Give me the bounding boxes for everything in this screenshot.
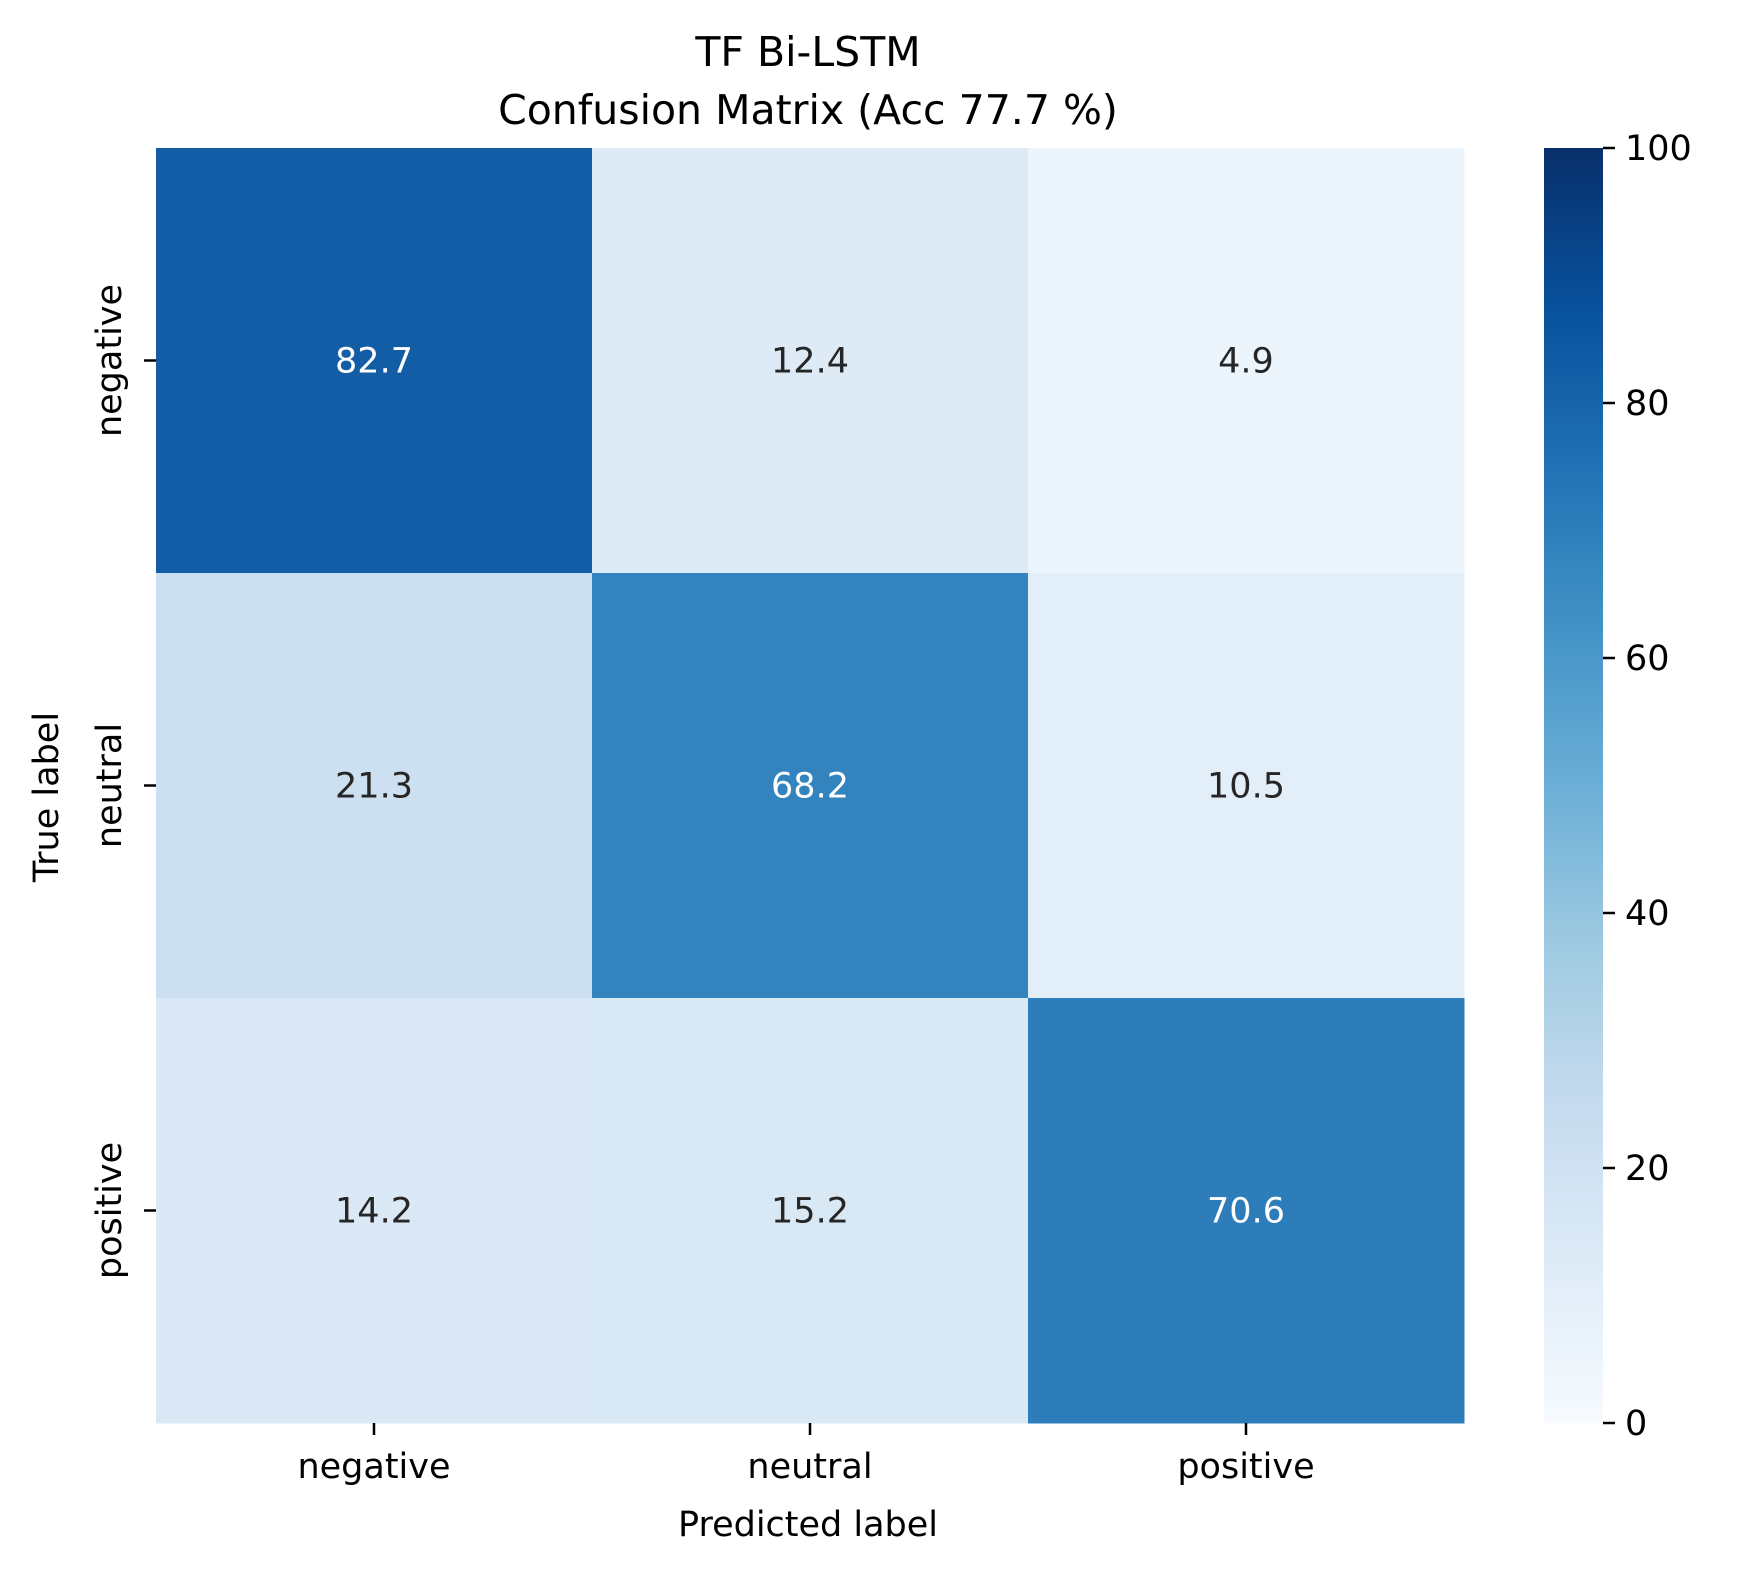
colorbar-tick-label: 20	[1625, 1149, 1670, 1189]
cell-value-neutral-positive: 10.5	[1207, 767, 1285, 807]
cell-positive-positive	[1028, 998, 1465, 1424]
y-tick-label: negative	[90, 284, 130, 437]
colorbar-tick-label: 100	[1625, 129, 1692, 169]
colorbar-tick-label: 80	[1625, 384, 1670, 424]
cell-value-negative-neutral: 12.4	[771, 342, 849, 382]
cell-value-neutral-neutral: 68.2	[771, 767, 849, 807]
x-tick-label: neutral	[747, 1447, 872, 1487]
chart-title: TF Bi-LSTM	[694, 28, 920, 76]
colorbar	[1544, 148, 1603, 1423]
cell-negative-negative	[156, 148, 593, 574]
colorbar-tick-label: 0	[1625, 1404, 1647, 1444]
x-tick-label: negative	[297, 1447, 450, 1487]
cell-neutral-positive	[1028, 573, 1465, 999]
heatmap-cells: 82.7 12.4 4.9 21.3 68.2 10.5 14.2 15.2 70.6	[156, 148, 1465, 1424]
cell-neutral-neutral	[592, 573, 1029, 999]
y-axis-ticks: negative neutral positive	[90, 284, 156, 1279]
y-tick-label: neutral	[90, 723, 130, 848]
x-axis-ticks: negative neutral positive	[297, 1423, 1315, 1487]
cell-negative-neutral	[592, 148, 1029, 574]
cell-neutral-negative	[156, 573, 593, 999]
cell-value-positive-neutral: 15.2	[771, 1192, 849, 1232]
colorbar-tick-label: 60	[1625, 639, 1670, 679]
y-axis-label: True label	[27, 712, 67, 883]
cell-value-neutral-negative: 21.3	[335, 767, 413, 807]
cell-positive-negative	[156, 998, 593, 1424]
cell-value-negative-positive: 4.9	[1218, 342, 1274, 382]
cell-value-positive-positive: 70.6	[1207, 1192, 1285, 1232]
cell-negative-positive	[1028, 148, 1465, 574]
x-axis-label: Predicted label	[678, 1505, 938, 1545]
x-tick-label: positive	[1177, 1447, 1314, 1487]
cell-positive-neutral	[592, 998, 1029, 1424]
y-tick-label: positive	[90, 1142, 130, 1279]
chart-subtitle: Confusion Matrix (Acc 77.7 %)	[498, 86, 1118, 134]
cell-value-negative-negative: 82.7	[335, 342, 413, 382]
colorbar-tick-label: 40	[1625, 894, 1670, 934]
cell-value-positive-negative: 14.2	[335, 1192, 413, 1232]
colorbar-ticks: 0 20 40 60 80 100	[1603, 129, 1692, 1444]
